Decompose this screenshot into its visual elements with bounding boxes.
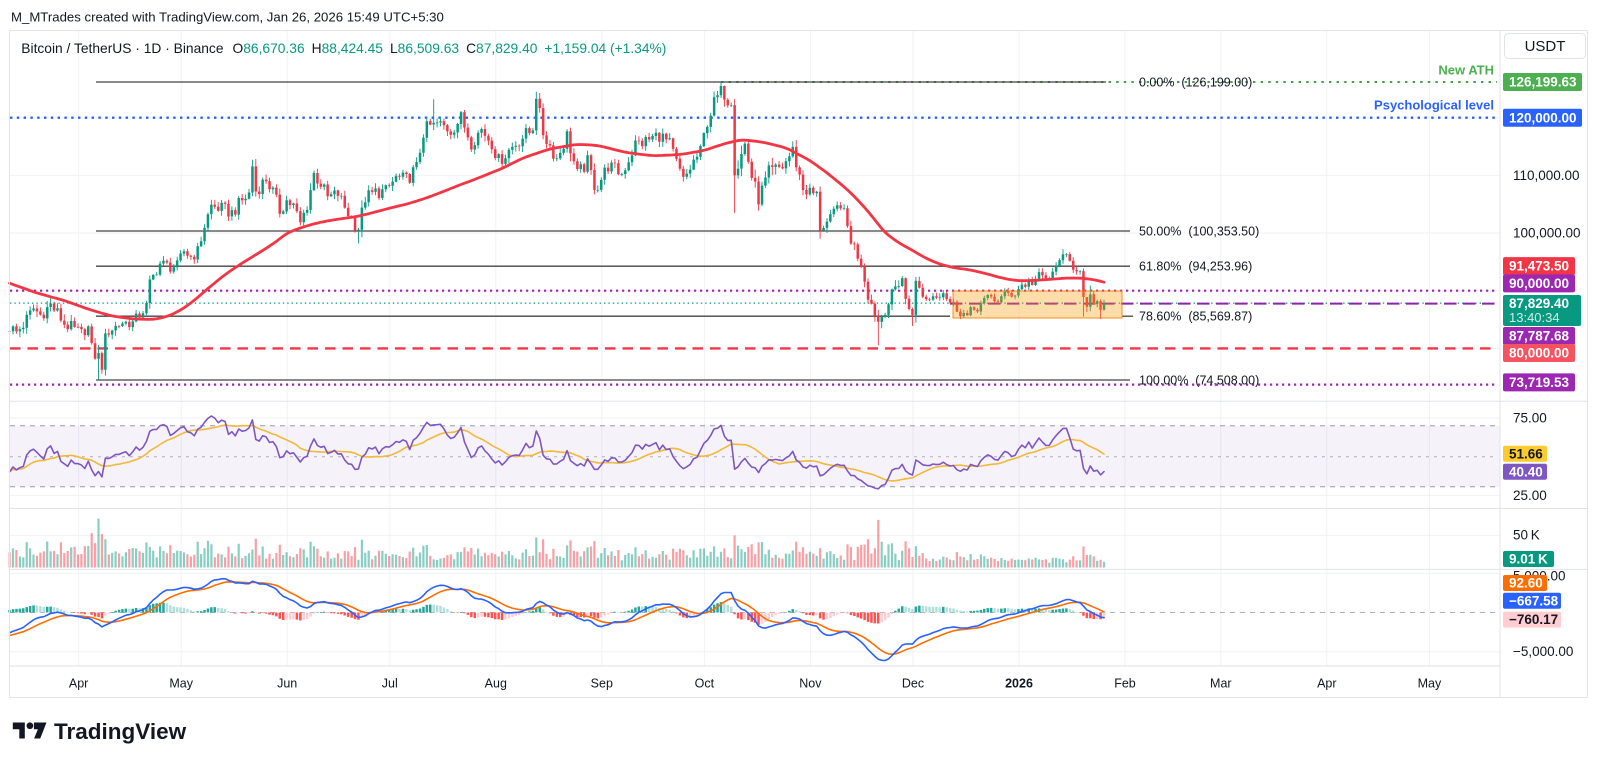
svg-text:91,473.50: 91,473.50 xyxy=(1509,259,1569,274)
svg-text:2026: 2026 xyxy=(1005,677,1033,691)
svg-text:100.00% (74,508.00): 100.00% (74,508.00) xyxy=(1139,374,1259,388)
svg-text:USDT: USDT xyxy=(1525,38,1566,55)
svg-text:Apr: Apr xyxy=(1317,677,1336,691)
svg-text:Jun: Jun xyxy=(277,677,297,691)
svg-text:Sep: Sep xyxy=(591,677,613,691)
svg-text:Dec: Dec xyxy=(902,677,924,691)
svg-text:78.60% (85,569.87): 78.60% (85,569.87) xyxy=(1139,310,1252,324)
svg-text:73,719.53: 73,719.53 xyxy=(1509,375,1570,390)
svg-text:Jul: Jul xyxy=(382,677,398,691)
svg-text:90,000.00: 90,000.00 xyxy=(1509,276,1569,291)
svg-text:50 K: 50 K xyxy=(1513,527,1540,542)
svg-text:92.60: 92.60 xyxy=(1509,576,1543,591)
svg-text:25.00: 25.00 xyxy=(1513,488,1547,503)
svg-text:M_MTrades created with Trading: M_MTrades created with TradingView.com, … xyxy=(11,10,444,25)
svg-text:126,199.63: 126,199.63 xyxy=(1509,75,1577,90)
svg-text:75.00: 75.00 xyxy=(1513,411,1547,426)
svg-text:87,787.68: 87,787.68 xyxy=(1509,329,1570,344)
svg-text:80,000.00: 80,000.00 xyxy=(1509,346,1569,361)
svg-text:May: May xyxy=(169,677,193,691)
svg-text:−5,000.00: −5,000.00 xyxy=(1513,644,1573,659)
svg-text:−667.58: −667.58 xyxy=(1509,593,1559,608)
svg-text:Mar: Mar xyxy=(1210,677,1232,691)
svg-text:New ATH: New ATH xyxy=(1438,63,1494,78)
svg-text:−760.17: −760.17 xyxy=(1509,612,1558,627)
svg-text:110,000.00: 110,000.00 xyxy=(1513,168,1580,183)
svg-text:Oct: Oct xyxy=(695,677,715,691)
svg-text:40.40: 40.40 xyxy=(1509,464,1543,479)
svg-text:Psychological level: Psychological level xyxy=(1374,98,1494,113)
svg-text:Feb: Feb xyxy=(1114,677,1136,691)
svg-text:0.00% (126,199.00): 0.00% (126,199.00) xyxy=(1139,76,1252,90)
svg-text:Aug: Aug xyxy=(485,677,507,691)
svg-text:51.66: 51.66 xyxy=(1509,446,1543,461)
svg-text:87,829.40: 87,829.40 xyxy=(1509,296,1569,311)
svg-text:May: May xyxy=(1418,677,1442,691)
svg-text:Nov: Nov xyxy=(799,677,822,691)
svg-text:61.80% (94,253.96): 61.80% (94,253.96) xyxy=(1139,260,1252,274)
svg-text:TradingView: TradingView xyxy=(54,719,187,744)
svg-text:Bitcoin / TetherUS · 1D · Bina: Bitcoin / TetherUS · 1D · Binance O86,670… xyxy=(21,41,666,56)
svg-text:120,000.00: 120,000.00 xyxy=(1509,110,1577,125)
svg-text:100,000.00: 100,000.00 xyxy=(1513,226,1581,241)
svg-text:50.00% (100,353.50): 50.00% (100,353.50) xyxy=(1139,225,1259,239)
svg-text:9.01 K: 9.01 K xyxy=(1509,552,1548,567)
svg-text:Apr: Apr xyxy=(69,677,88,691)
svg-text:13:40:34: 13:40:34 xyxy=(1509,310,1560,325)
